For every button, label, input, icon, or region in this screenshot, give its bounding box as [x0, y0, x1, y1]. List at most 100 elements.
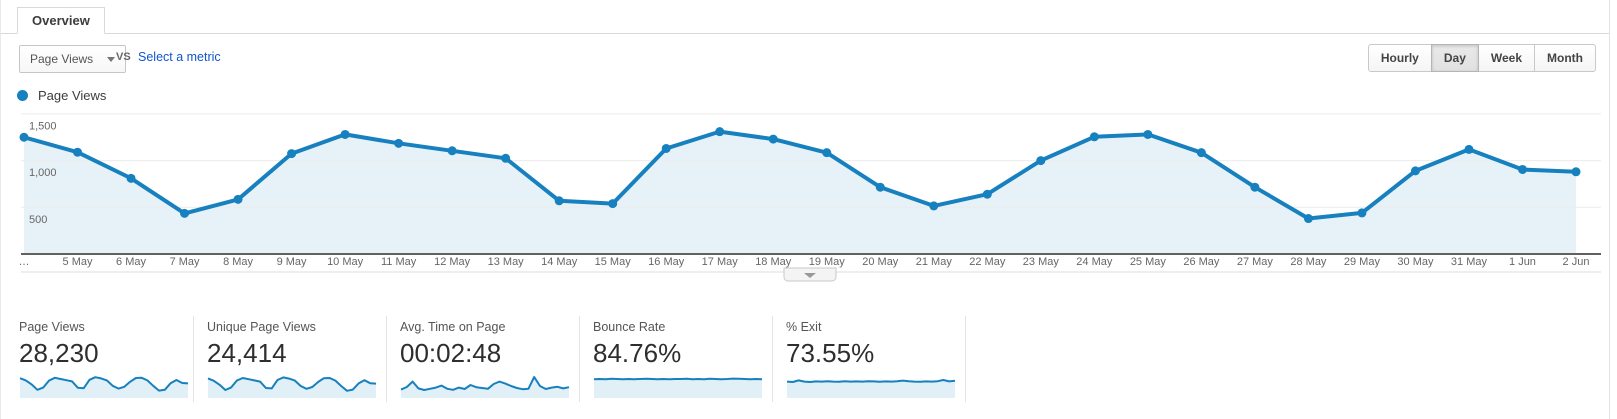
sparkline-svg — [207, 376, 377, 398]
data-point[interactable] — [1303, 214, 1313, 224]
sparkline-bounce-rate — [593, 372, 763, 398]
data-point[interactable] — [608, 199, 618, 209]
data-point[interactable] — [394, 138, 404, 148]
sparkline-page-views — [19, 372, 189, 398]
data-point[interactable] — [1517, 164, 1527, 174]
metric-dropdown[interactable]: Page Views — [19, 45, 127, 73]
x-axis-tick-label: 15 May — [595, 256, 632, 268]
x-axis-tick-label: 28 May — [1290, 256, 1327, 268]
x-axis-tick-label: 10 May — [327, 256, 364, 268]
card-avg-time-on-page[interactable]: Avg. Time on Page 00:02:48 — [387, 316, 580, 402]
data-point[interactable] — [1143, 129, 1153, 139]
data-point[interactable] — [1410, 166, 1420, 176]
granularity-button-month[interactable]: Month — [1534, 44, 1596, 72]
tab-bar: Overview — [1, 0, 1609, 34]
data-point[interactable] — [1250, 182, 1260, 192]
card-label: Page Views — [19, 320, 85, 334]
sparkline-unique-page-views — [207, 372, 377, 398]
data-point[interactable] — [1196, 148, 1206, 158]
card-page-views[interactable]: Page Views 28,230 — [1, 316, 194, 402]
x-axis-tick-label: 24 May — [1076, 256, 1113, 268]
data-point[interactable] — [768, 134, 778, 144]
x-axis-tick-label: 12 May — [434, 256, 471, 268]
card-label: Bounce Rate — [593, 320, 666, 334]
data-point[interactable] — [982, 189, 992, 199]
sparkline-area — [208, 377, 376, 398]
data-point[interactable] — [233, 194, 243, 204]
metric-dropdown-value: Page Views — [30, 52, 94, 66]
x-axis-tick-label: 16 May — [648, 256, 685, 268]
card-value: 73.55% — [786, 338, 875, 368]
x-axis-tick-label: 26 May — [1183, 256, 1220, 268]
select-metric-link[interactable]: Select a metric — [138, 50, 221, 64]
data-point[interactable] — [1571, 167, 1581, 177]
pageviews-series-line[interactable] — [22, 129, 1578, 221]
x-axis-tick-label: 17 May — [702, 256, 739, 268]
timeline-expand-handle[interactable] — [783, 267, 837, 282]
data-point[interactable] — [1464, 144, 1474, 154]
x-axis-tick-label: 19 May — [809, 256, 846, 268]
sparkline-svg — [593, 377, 763, 398]
x-axis-tick-label: 22 May — [969, 256, 1006, 268]
card-percent-exit[interactable]: % Exit 73.55% — [773, 316, 966, 402]
sparkline-svg — [19, 376, 189, 398]
triangle-down-icon — [804, 273, 816, 278]
data-point[interactable] — [1036, 156, 1046, 166]
x-axis-tick-label: 8 May — [223, 256, 253, 268]
sparkline-line — [400, 376, 570, 391]
x-axis-tick-label: 6 May — [116, 256, 146, 268]
card-value: 00:02:48 — [400, 338, 502, 368]
x-axis-tick-label: 9 May — [277, 256, 307, 268]
pageviews-line-chart[interactable]: 1,500 1,000 500 … 5 May 6 May 7 May 8 May 9 May 1… — [1, 106, 1617, 286]
data-point[interactable] — [340, 129, 350, 139]
data-point[interactable] — [1357, 208, 1367, 218]
data-point[interactable] — [180, 208, 190, 218]
x-axis-tick-label: … — [19, 256, 30, 268]
data-point[interactable] — [447, 146, 457, 156]
sparkline-line — [207, 376, 377, 392]
data-point[interactable] — [929, 201, 939, 211]
x-axis-tick-label: 27 May — [1237, 256, 1274, 268]
legend-series-label: Page Views — [38, 88, 107, 103]
granularity-button-week[interactable]: Week — [1477, 44, 1536, 72]
data-point[interactable] — [19, 132, 29, 142]
data-point[interactable] — [715, 127, 725, 137]
card-label: Unique Page Views — [207, 320, 316, 334]
vs-label: VS — [116, 51, 131, 63]
data-point[interactable] — [501, 153, 511, 163]
x-axis-tick-label: 31 May — [1451, 256, 1488, 268]
chart-toolbar: Page Views VS Select a metric Hourly Day W… — [1, 34, 1609, 78]
data-point[interactable] — [875, 182, 885, 192]
x-axis-tick-label: 1 Jun — [1509, 256, 1536, 268]
sparkline-area — [20, 377, 188, 398]
card-unique-page-views[interactable]: Unique Page Views 24,414 — [194, 316, 387, 402]
data-point[interactable] — [126, 173, 136, 183]
granularity-button-hourly[interactable]: Hourly — [1367, 44, 1432, 72]
x-axis-tick-label: 25 May — [1130, 256, 1167, 268]
data-point[interactable] — [661, 143, 671, 153]
card-label: % Exit — [786, 320, 822, 334]
x-axis-tick-label: 2 Jun — [1563, 256, 1590, 268]
x-axis-tick-label: 14 May — [541, 256, 578, 268]
card-bounce-rate[interactable]: Bounce Rate 84.76% — [580, 316, 773, 402]
y-axis-tick-label: 1,500 — [29, 120, 57, 132]
x-axis-tick-label: 20 May — [862, 256, 899, 268]
data-point[interactable] — [822, 148, 832, 158]
data-point[interactable] — [554, 196, 564, 206]
data-point[interactable] — [287, 149, 297, 159]
card-label: Avg. Time on Page — [400, 320, 506, 334]
x-axis-tick-label: 30 May — [1397, 256, 1434, 268]
granularity-button-group: Hourly Day Week Month — [1367, 44, 1596, 72]
tab-overview-label: Overview — [32, 13, 90, 28]
x-axis-tick-label: 5 May — [63, 256, 93, 268]
x-axis-tick-label: 11 May — [381, 256, 417, 268]
data-point[interactable] — [1089, 132, 1099, 142]
sparkline-avg-time — [400, 372, 570, 398]
data-point[interactable] — [73, 147, 83, 157]
tab-overview[interactable]: Overview — [17, 7, 105, 34]
granularity-button-day[interactable]: Day — [1430, 44, 1479, 72]
chevron-down-icon — [107, 56, 116, 62]
x-axis-tick-label: 29 May — [1344, 256, 1381, 268]
chart-legend: Page Views — [17, 88, 106, 103]
